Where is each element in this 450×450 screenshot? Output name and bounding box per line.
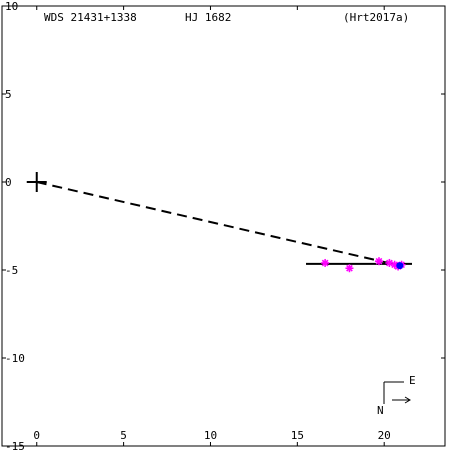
observation-point-stroke [346,264,353,272]
x-tick-label: 0 [33,429,40,442]
observation-point [374,257,383,266]
y-tick-label: 10 [5,0,18,13]
x-tick-label: 10 [204,429,217,442]
y-tick-label: -15 [5,440,25,450]
discoverer-label: HJ 1682 [185,11,231,24]
observation-point [345,264,354,273]
observation-point-stroke [321,259,329,267]
x-tick-label: 15 [291,429,304,442]
orbit-lines [26,172,412,267]
compass-arrow-head [404,396,411,404]
x-axis-ticks: 0 5 10 15 20 [33,6,391,446]
compass-east-label: E [409,374,416,387]
wds-id-label: WDS 21431+1338 [44,11,137,24]
compass-rose: E N [377,374,416,417]
observation-point-stroke [391,261,398,269]
reference-label: (Hrt2017a) [343,11,409,24]
compass-north-label: N [377,404,384,417]
y-tick-label: 5 [5,88,12,101]
observation-point-stroke [386,259,393,267]
dashed-line [36,181,401,267]
plot-frame [1,5,446,447]
y-tick-label: -5 [5,264,18,277]
observation-point [321,258,330,267]
x-tick-label: 20 [378,429,391,442]
recent-point [396,262,404,270]
x-tick-label: 5 [120,429,127,442]
observation-points [321,257,406,273]
observation-point-stroke [375,257,383,265]
y-tick-label: -10 [5,352,25,365]
y-tick-label: 0 [5,176,12,189]
